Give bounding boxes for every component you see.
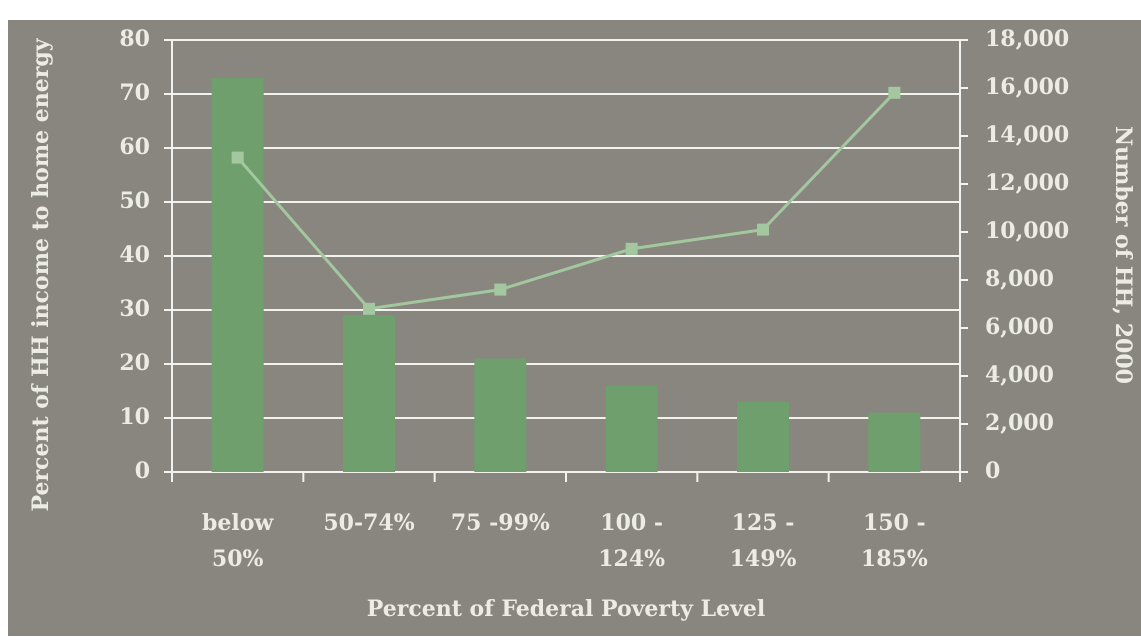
bar xyxy=(474,358,527,472)
line-marker xyxy=(625,242,638,255)
y-tick-label: 80 xyxy=(119,26,150,52)
bar xyxy=(605,385,658,472)
y2-tick-label: 0 xyxy=(985,458,1000,484)
line-marker xyxy=(494,283,507,296)
y-tick-label: 50 xyxy=(119,188,150,214)
bar xyxy=(737,401,789,472)
line-marker xyxy=(757,223,769,236)
y2-tick-label: 18,000 xyxy=(985,26,1069,52)
y2-tick-label: 14,000 xyxy=(985,122,1069,148)
y2-tick-label: 2,000 xyxy=(985,410,1054,436)
y-tick-label: 70 xyxy=(119,80,150,106)
bar xyxy=(211,77,264,473)
y-tick-label: 20 xyxy=(119,350,150,376)
line xyxy=(236,91,896,311)
bar xyxy=(868,412,921,472)
line-marker xyxy=(363,302,375,315)
x-tick-label-line: 150 - xyxy=(863,510,926,536)
x-tick-label-line: 125 - xyxy=(732,510,795,536)
y2-tick-label: 10,000 xyxy=(985,218,1069,244)
y2-tick-label: 16,000 xyxy=(985,74,1069,100)
x-tick-label: 50-74% xyxy=(323,510,414,536)
x-tick-label-line: 75 -99% xyxy=(451,510,550,536)
y2-tick-label: 4,000 xyxy=(985,362,1054,388)
y2-axis-title: Number of HH, 2000 xyxy=(1110,126,1136,384)
y-tick-label: 60 xyxy=(119,134,150,160)
x-tick-label: below 50% xyxy=(202,510,274,572)
y-tick-label: 10 xyxy=(119,404,150,430)
line-marker xyxy=(231,151,244,164)
x-tick-label: 125 - 149% xyxy=(730,510,797,572)
x-tick-label-line: 100 - xyxy=(600,510,663,536)
y2-tick-label: 8,000 xyxy=(985,266,1054,292)
y-tick-label: 0 xyxy=(135,458,150,484)
x-tick-label-line: 50% xyxy=(212,546,264,572)
x-tick-label: 75 -99% xyxy=(451,510,550,536)
x-tick-label-line: below xyxy=(202,510,274,536)
y2-tick-label: 12,000 xyxy=(985,170,1069,196)
y-tick-label: 30 xyxy=(119,296,150,322)
x-tick-label-line: 124% xyxy=(598,546,665,572)
y-axis-title: Percent of HH income to home energy xyxy=(28,37,54,511)
x-tick-label-line: 149% xyxy=(730,546,797,572)
chart-background xyxy=(8,20,1141,636)
y-tick-label: 40 xyxy=(119,242,150,268)
line-marker xyxy=(888,86,901,99)
x-axis-title: Percent of Federal Poverty Level xyxy=(367,596,765,622)
x-tick-label-line: 50-74% xyxy=(323,510,414,536)
x-tick-label: 100 - 124% xyxy=(598,510,665,572)
x-tick-label-line: 185% xyxy=(861,546,928,572)
y2-tick-label: 6,000 xyxy=(985,314,1054,340)
x-tick-label: 150 - 185% xyxy=(861,510,928,572)
bar xyxy=(343,315,395,472)
